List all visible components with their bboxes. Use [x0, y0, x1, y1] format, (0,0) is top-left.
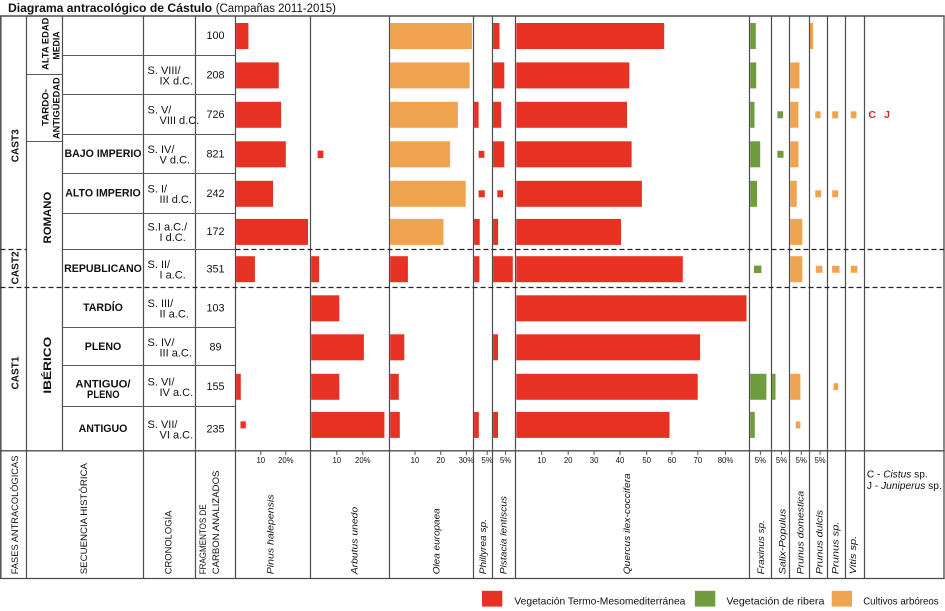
svg-text:ANTIGUO/: ANTIGUO/	[75, 378, 130, 390]
svg-text:Prunus sp.: Prunus sp.	[831, 522, 842, 575]
svg-text:IV a.C.: IV a.C.	[160, 387, 194, 399]
svg-text:100: 100	[206, 30, 224, 42]
svg-text:5%: 5%	[814, 456, 825, 465]
svg-text:Vegetación Termo-Mesomediterrá: Vegetación Termo-Mesomediterránea	[514, 595, 685, 607]
svg-text:Prunus dulcis: Prunus dulcis	[814, 510, 825, 575]
svg-text:CAST1: CAST1	[10, 356, 22, 389]
svg-text:5%: 5%	[755, 456, 766, 465]
svg-text:VIII d.C.: VIII d.C.	[160, 115, 200, 127]
svg-text:FRAGMENTOS DE: FRAGMENTOS DE	[198, 504, 209, 574]
svg-text:S. VIII/: S. VIII/	[148, 65, 182, 77]
svg-text:235: 235	[206, 423, 224, 435]
svg-text:J: J	[884, 109, 890, 121]
svg-text:40: 40	[616, 456, 625, 465]
svg-text:70: 70	[693, 456, 702, 465]
svg-text:351: 351	[206, 263, 224, 275]
svg-text:CAST2: CAST2	[10, 251, 22, 284]
svg-text:Vitis sp.: Vitis sp.	[848, 536, 859, 575]
svg-text:Salix-Populus: Salix-Populus	[778, 509, 789, 575]
svg-text:REPUBLICANO: REPUBLICANO	[64, 263, 142, 275]
svg-text:S. IV/: S. IV/	[148, 144, 176, 156]
svg-text:S.I a.C./: S.I a.C./	[148, 222, 189, 234]
svg-text:10: 10	[332, 456, 341, 465]
svg-text:30: 30	[590, 456, 599, 465]
svg-text:Olea europaea: Olea europaea	[432, 508, 443, 574]
svg-text:S. II/: S. II/	[148, 259, 172, 271]
svg-text:172: 172	[206, 226, 224, 238]
svg-text:PLENO: PLENO	[87, 389, 120, 401]
svg-text:5%: 5%	[500, 456, 511, 465]
svg-text:10: 10	[411, 456, 420, 465]
svg-text:(Campañas 2011-2015): (Campañas 2011-2015)	[216, 3, 336, 15]
svg-text:5%: 5%	[796, 456, 807, 465]
svg-text:20: 20	[436, 456, 445, 465]
svg-text:IBÉRICO: IBÉRICO	[41, 336, 54, 394]
svg-text:S. V/: S. V/	[148, 104, 173, 116]
svg-text:726: 726	[206, 109, 224, 121]
svg-text:Vegetación de ribera: Vegetación de ribera	[726, 595, 824, 607]
svg-text:SECUENCIA HISTÓRICA: SECUENCIA HISTÓRICA	[79, 462, 90, 574]
svg-text:821: 821	[206, 148, 224, 160]
svg-text:Pinus halepensis: Pinus halepensis	[265, 494, 276, 574]
svg-text:PLENO: PLENO	[85, 341, 122, 353]
svg-text:Pistacia lentiscus: Pistacia lentiscus	[499, 496, 510, 575]
svg-text:20%: 20%	[355, 456, 371, 465]
svg-text:30%: 30%	[459, 456, 475, 465]
svg-text:III d.C.: III d.C.	[160, 194, 192, 206]
svg-text:S. VI/: S. VI/	[148, 376, 176, 388]
svg-text:Phillyrea sp.: Phillyrea sp.	[478, 519, 489, 574]
svg-text:60: 60	[668, 456, 677, 465]
svg-text:80%: 80%	[718, 456, 734, 465]
svg-text:10: 10	[537, 456, 546, 465]
svg-text:Prunus domestica: Prunus domestica	[796, 491, 807, 575]
svg-text:89: 89	[209, 341, 221, 353]
svg-text:MEDIA: MEDIA	[52, 31, 63, 59]
svg-text:I d.C.: I d.C.	[160, 232, 186, 244]
svg-text:III a.C.: III a.C.	[160, 347, 192, 359]
svg-text:5%: 5%	[482, 456, 493, 465]
svg-text:Diagrama antracológico de Cást: Diagrama antracológico de Cástulo	[8, 1, 212, 15]
svg-text:S. III/: S. III/	[148, 298, 175, 310]
svg-text:Arbutus unedo: Arbutus unedo	[350, 506, 361, 575]
svg-text:S. I/: S. I/	[148, 183, 169, 195]
svg-text:FASES ANTRACOLÓGICAS: FASES ANTRACOLÓGICAS	[10, 456, 21, 575]
svg-text:155: 155	[206, 381, 224, 393]
svg-text:V d.C.: V d.C.	[160, 154, 191, 166]
svg-text:ROMANO: ROMANO	[42, 191, 54, 243]
svg-text:C - Cistus sp.: C - Cistus sp.	[867, 469, 928, 480]
svg-text:20%: 20%	[278, 456, 294, 465]
svg-text:VI a.C.: VI a.C.	[160, 429, 194, 441]
svg-text:ALTO IMPERIO: ALTO IMPERIO	[65, 187, 141, 199]
svg-text:Cultivos arbóreos: Cultivos arbóreos	[863, 595, 938, 607]
svg-text:TARDO-: TARDO-	[41, 89, 52, 126]
svg-text:ANTIGÜEDAD: ANTIGÜEDAD	[52, 77, 63, 139]
svg-text:TARDÍO: TARDÍO	[83, 301, 123, 314]
svg-text:Quercus ilex-coccifera: Quercus ilex-coccifera	[622, 473, 633, 574]
svg-text:CARBON ANALIZADOS: CARBON ANALIZADOS	[211, 471, 222, 575]
svg-text:IX d.C.: IX d.C.	[160, 76, 194, 88]
svg-text:10: 10	[256, 456, 265, 465]
svg-text:CRONOLOGÍA: CRONOLOGÍA	[164, 510, 175, 574]
svg-text:BAJO IMPERIO: BAJO IMPERIO	[64, 148, 141, 160]
svg-text:J - Juniperus sp.: J - Juniperus sp.	[867, 481, 942, 492]
svg-text:208: 208	[206, 70, 224, 82]
svg-text:C: C	[868, 109, 876, 121]
svg-text:Fraxinus sp.: Fraxinus sp.	[756, 520, 767, 574]
svg-text:5%: 5%	[776, 456, 787, 465]
svg-text:20: 20	[564, 456, 573, 465]
svg-text:242: 242	[206, 188, 224, 200]
svg-text:CAST3: CAST3	[10, 129, 22, 162]
svg-text:II a.C.: II a.C.	[160, 308, 189, 320]
svg-text:50: 50	[642, 456, 651, 465]
svg-text:103: 103	[206, 302, 224, 314]
svg-text:ANTIGUO: ANTIGUO	[79, 423, 128, 435]
svg-text:S. IV/: S. IV/	[148, 337, 176, 349]
svg-text:S. VII/: S. VII/	[148, 419, 179, 431]
svg-text:ALTA EDAD: ALTA EDAD	[41, 18, 52, 70]
svg-text:I a.C.: I a.C.	[160, 269, 186, 281]
